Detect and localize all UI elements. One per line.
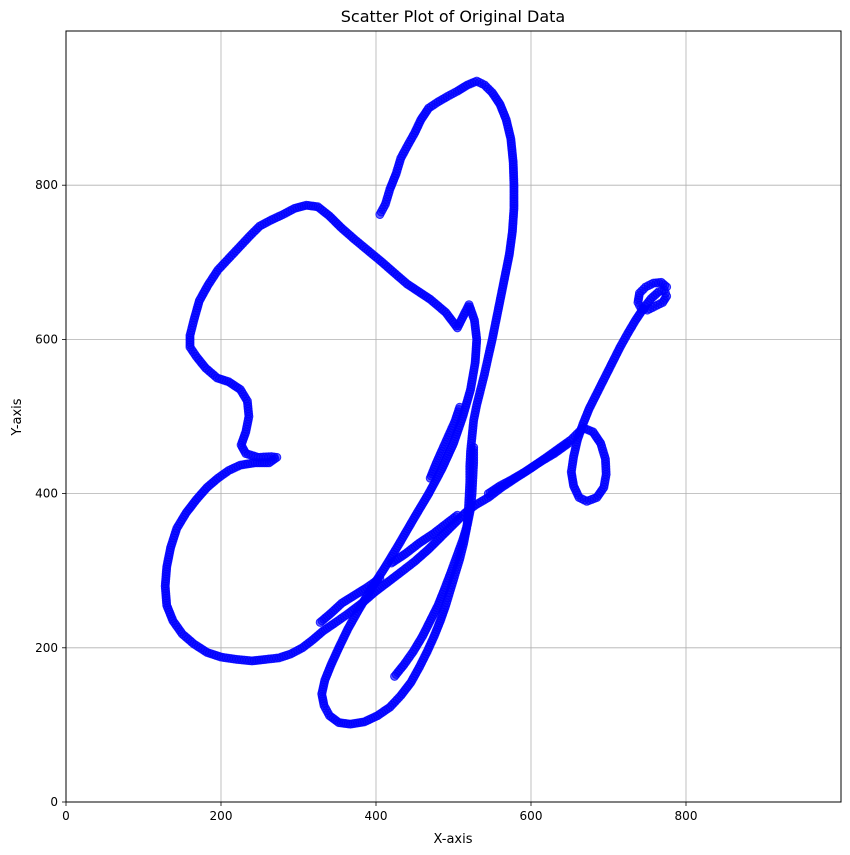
y-tick-label: 0 (50, 795, 58, 809)
data-point (662, 282, 672, 292)
x-tick-label: 800 (675, 809, 698, 823)
x-tick-label: 400 (365, 809, 388, 823)
data-point (390, 671, 400, 681)
x-tick-label: 200 (210, 809, 233, 823)
y-tick-label: 800 (35, 178, 58, 192)
data-point (315, 617, 325, 627)
data-points (160, 76, 672, 729)
plot-frame (65, 30, 842, 803)
data-point (563, 438, 573, 448)
x-axis-label: X-axis (434, 832, 473, 847)
x-tick-label: 0 (62, 809, 70, 823)
y-axis-label: Y-axis (10, 398, 25, 436)
x-tick-label: 600 (520, 809, 543, 823)
y-tick-label: 200 (35, 641, 58, 655)
y-tick-label: 600 (35, 332, 58, 346)
data-point (455, 402, 465, 412)
x-axis-ticks: 0 200 400 600 800 (62, 802, 697, 823)
y-axis-ticks: 0 200 400 600 800 (35, 178, 66, 809)
y-tick-label: 400 (35, 487, 58, 501)
chart-title: Scatter Plot of Original Data (341, 7, 565, 26)
data-point (452, 510, 462, 520)
